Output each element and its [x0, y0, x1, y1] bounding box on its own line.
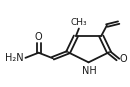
Text: H₂N: H₂N [5, 53, 24, 63]
Text: CH₃: CH₃ [71, 18, 87, 27]
Text: O: O [120, 54, 127, 64]
Text: NH: NH [82, 66, 97, 76]
Text: O: O [35, 32, 42, 42]
